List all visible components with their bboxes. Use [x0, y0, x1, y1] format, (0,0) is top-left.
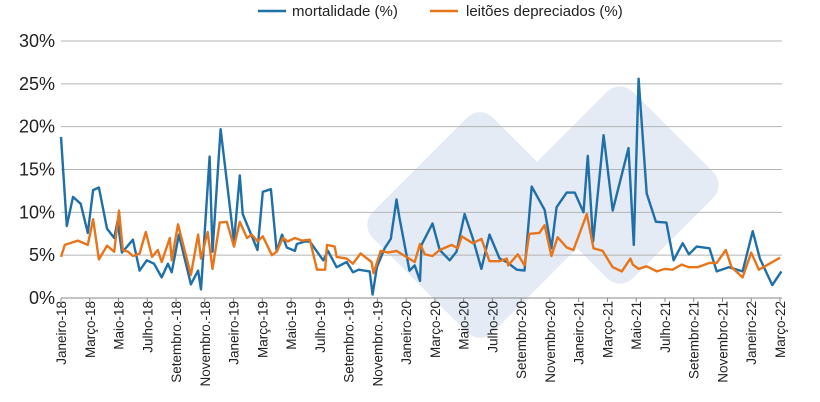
- gridlines: [61, 40, 782, 299]
- x-tick-label: Janeiro-20: [399, 301, 414, 365]
- x-tick-label: Novembro-20: [543, 301, 558, 383]
- x-tick-label: Maio-21: [629, 301, 644, 350]
- x-tick-label: Setembro-20: [514, 301, 529, 379]
- x-tick-label: Janeiro-19: [227, 301, 242, 365]
- y-tick-label: 0%: [29, 288, 55, 308]
- x-tick-label: Março-19: [255, 301, 270, 358]
- x-tick-label: Março-20: [428, 301, 443, 358]
- y-tick-label: 20%: [19, 117, 55, 137]
- x-tick-label: Julho-21: [658, 301, 673, 353]
- series-points-1: [60, 210, 781, 278]
- x-tick-label: Setembro.-19: [342, 301, 357, 383]
- x-tick-label: Março-18: [83, 301, 98, 358]
- y-tick-label: 15%: [19, 160, 55, 180]
- x-tick-label: Janeiro-18: [54, 301, 69, 365]
- x-tick-label: Novembro-21: [715, 301, 730, 383]
- x-axis-ticks: Janeiro-18 Março-18 Maio-18 Julho-18 Setembr…: [54, 298, 788, 387]
- series-points-0: [60, 78, 782, 295]
- y-tick-label: 25%: [19, 74, 55, 94]
- x-tick-label: Novembro.-19: [370, 301, 385, 387]
- y-axis-ticks: 0% 5% 10% 15% 20% 25% 30%: [19, 31, 55, 308]
- x-tick-label: Setembro.-18: [169, 301, 184, 383]
- x-tick-label: Julho-18: [140, 301, 155, 353]
- y-tick-label: 30%: [19, 31, 55, 51]
- x-tick-label: Julho-19: [313, 301, 328, 353]
- x-tick-label: Março-21: [600, 301, 615, 358]
- x-tick-label: Novembro.-18: [198, 301, 213, 387]
- series-line-0: [59, 77, 783, 296]
- legend: mortalidade (%) leitões depreciados (%): [258, 3, 623, 20]
- x-tick-label: Setembro-21: [687, 301, 702, 379]
- y-tick-label: 10%: [19, 202, 55, 222]
- legend-label-mortalidade: mortalidade (%): [292, 3, 398, 20]
- x-tick-label: Julho-20: [485, 301, 500, 353]
- y-tick-label: 5%: [29, 245, 55, 265]
- x-tick-label: Maio-19: [284, 301, 299, 350]
- x-tick-label: Março-22: [773, 301, 788, 358]
- legend-label-leitoes-depreciados: leitões depreciados (%): [466, 3, 623, 20]
- x-tick-label: Maio-20: [457, 301, 472, 350]
- x-tick-label: Janeiro-22: [744, 301, 759, 365]
- x-tick-label: Maio-18: [112, 301, 127, 350]
- x-tick-label: Janeiro-21: [572, 301, 587, 365]
- series-lines: [59, 77, 783, 296]
